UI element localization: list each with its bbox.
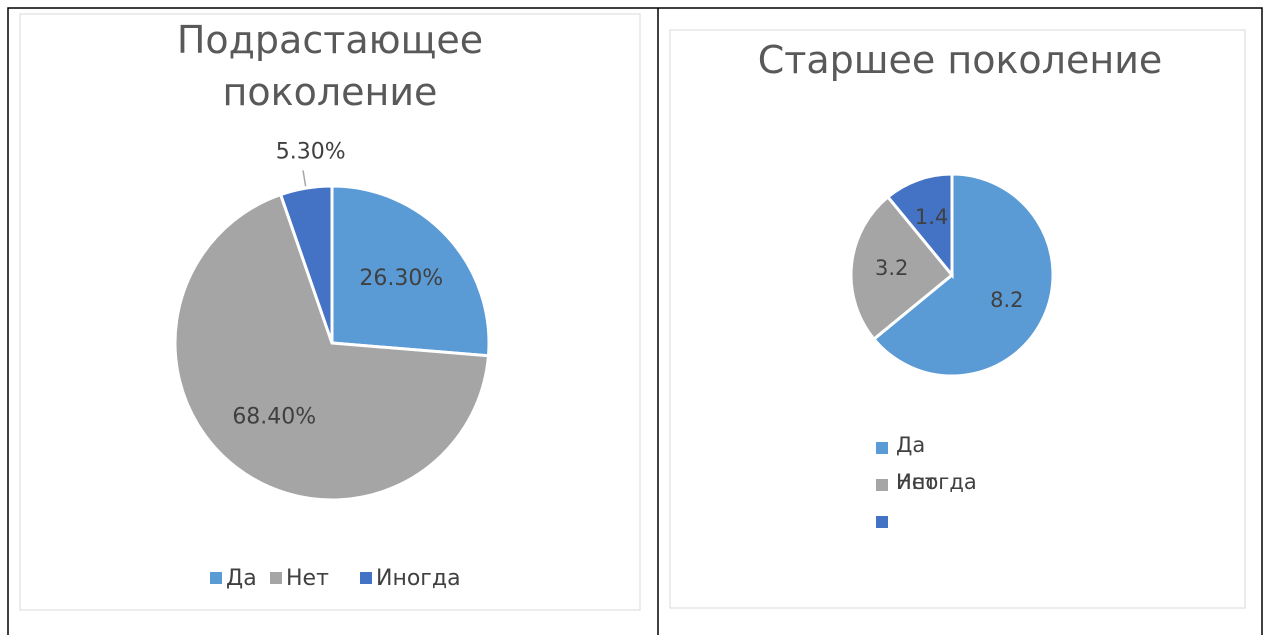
legend-label: Нет: [896, 470, 937, 494]
pie-slice: [849, 194, 955, 342]
legend-marker: [360, 572, 372, 584]
legend-marker: [876, 479, 888, 491]
legend-marker: [876, 442, 888, 454]
legend-label: Иногда: [896, 470, 977, 494]
pie-slice: [885, 172, 954, 280]
legend-label: Да: [226, 566, 257, 591]
legend-marker: [876, 516, 888, 528]
legend-label: Нет: [286, 566, 329, 591]
data-label: 1.4: [915, 205, 948, 229]
data-label: 8.2: [990, 288, 1023, 312]
data-label: 26.30%: [359, 266, 443, 291]
legend-marker: [270, 572, 282, 584]
pie-slice: [330, 184, 491, 358]
pie-slice: [871, 172, 1055, 378]
legend-marker: [210, 572, 222, 584]
pie-slice: [173, 192, 491, 502]
legend-label: Иногда: [376, 566, 461, 591]
chart-title: Подрастающее поколение: [176, 18, 484, 114]
data-label: 3.2: [875, 256, 908, 280]
table-border: [7, 7, 1263, 635]
pie-slice: [278, 184, 334, 344]
chart-title: Старшее поколение: [757, 38, 1163, 82]
data-label: 5.30%: [276, 140, 346, 165]
legend-label: Да: [896, 433, 925, 457]
data-label: 68.40%: [232, 404, 316, 429]
leader-line: [302, 170, 307, 187]
